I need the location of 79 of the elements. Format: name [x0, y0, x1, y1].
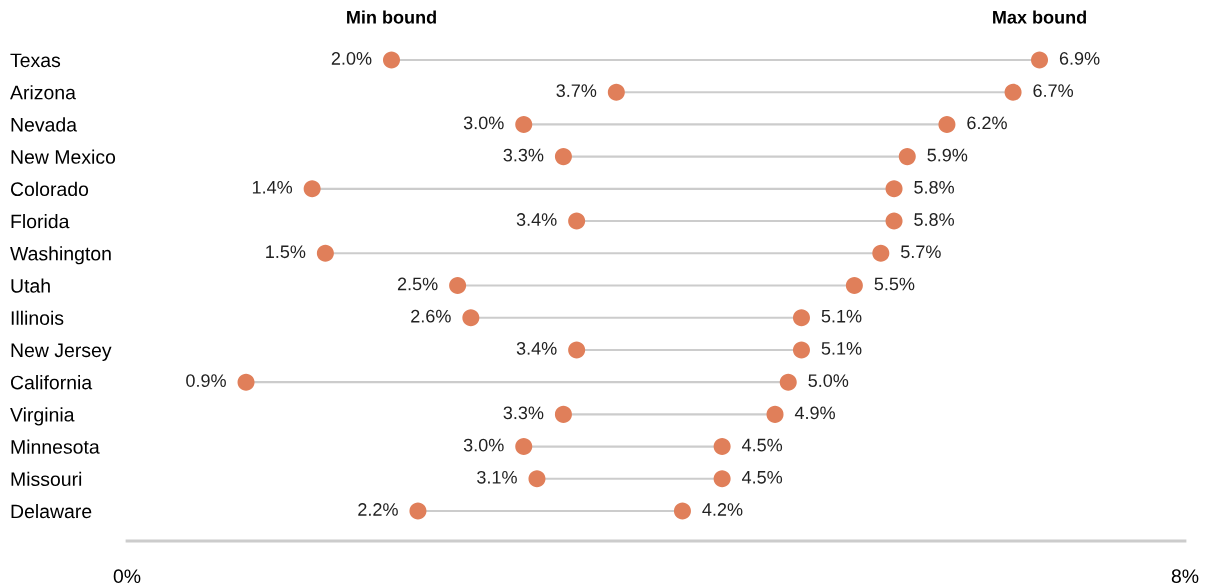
x-tick-label: 0% — [113, 569, 141, 584]
y-tick-label: Illinois — [11, 310, 64, 325]
point — [303, 180, 321, 198]
data-label: 6.9% — [1059, 52, 1100, 65]
data-label: 4.2% — [702, 503, 743, 516]
point — [779, 373, 797, 391]
y-tick-label: Florida — [11, 214, 70, 229]
y-tick-label: Virginia — [10, 407, 75, 426]
point — [1004, 83, 1022, 101]
point — [938, 115, 956, 133]
y-tick-label: New Jersey — [11, 343, 112, 362]
point — [766, 405, 784, 423]
y-tick-label: Washington — [10, 246, 111, 265]
point — [554, 405, 572, 423]
y-tick-label: California — [10, 375, 93, 390]
data-label: 5.8% — [914, 180, 955, 194]
data-label: 3.7% — [556, 84, 597, 98]
series-label: Max bound — [993, 10, 1086, 24]
data-label: 0.9% — [186, 374, 226, 388]
data-label: 3.3% — [503, 148, 544, 162]
point — [885, 212, 903, 230]
data-label: 2.2% — [358, 503, 398, 516]
data-label: 5.1% — [821, 342, 862, 355]
data-label: 5.0% — [808, 374, 849, 388]
data-label: 3.3% — [503, 406, 544, 420]
data-label: 3.0% — [463, 438, 504, 452]
y-tick-label: Utah — [11, 278, 50, 293]
point — [382, 51, 401, 69]
point — [713, 438, 731, 456]
point — [898, 148, 916, 166]
data-label: 6.7% — [1033, 84, 1074, 98]
point — [462, 309, 480, 327]
point — [568, 212, 586, 230]
data-label: 4.5% — [741, 438, 783, 452]
data-label: 5.8% — [914, 213, 955, 226]
data-label: 5.1% — [821, 309, 862, 323]
point — [515, 438, 533, 456]
data-label: 4.9% — [794, 406, 835, 420]
point — [316, 244, 334, 262]
data-label: 3.1% — [477, 470, 517, 484]
point — [515, 115, 533, 133]
data-label: 3.4% — [516, 342, 557, 355]
point — [554, 148, 572, 166]
data-label: 3.0% — [463, 116, 504, 130]
series-label: Min bound — [347, 10, 436, 24]
data-label: 1.5% — [266, 245, 306, 259]
y-tick-label: Minnesota — [11, 439, 100, 454]
data-label: 2.0% — [331, 52, 372, 65]
point — [1031, 51, 1049, 69]
y-tick-label: Arizona — [10, 85, 76, 100]
point — [449, 276, 467, 295]
y-tick-label: Colorado — [10, 181, 89, 197]
data-label: 6.2% — [967, 116, 1007, 130]
point — [237, 373, 255, 391]
y-tick-label: New Mexico — [11, 149, 116, 164]
point — [528, 470, 546, 488]
data-label: 4.5% — [741, 470, 783, 484]
point — [409, 502, 427, 520]
point — [713, 470, 731, 488]
point — [568, 341, 586, 359]
point — [845, 276, 863, 295]
point — [792, 341, 810, 359]
y-tick-label: Texas — [10, 53, 61, 68]
data-label: 2.5% — [397, 277, 438, 291]
point — [792, 309, 810, 327]
point — [607, 83, 625, 101]
x-tick-label: 8% — [1171, 569, 1199, 584]
data-label: 1.4% — [252, 180, 293, 194]
y-tick-label: Delaware — [11, 503, 92, 519]
point — [872, 244, 890, 262]
data-label: 5.7% — [900, 245, 941, 259]
point — [885, 180, 903, 198]
y-tick-label: Missouri — [11, 471, 82, 487]
data-label: 3.4% — [516, 213, 557, 226]
data-label: 5.9% — [927, 148, 968, 162]
data-label: 2.6% — [411, 309, 451, 323]
point — [673, 502, 691, 520]
y-tick-label: Nevada — [11, 117, 78, 132]
data-label: 5.5% — [874, 277, 915, 291]
